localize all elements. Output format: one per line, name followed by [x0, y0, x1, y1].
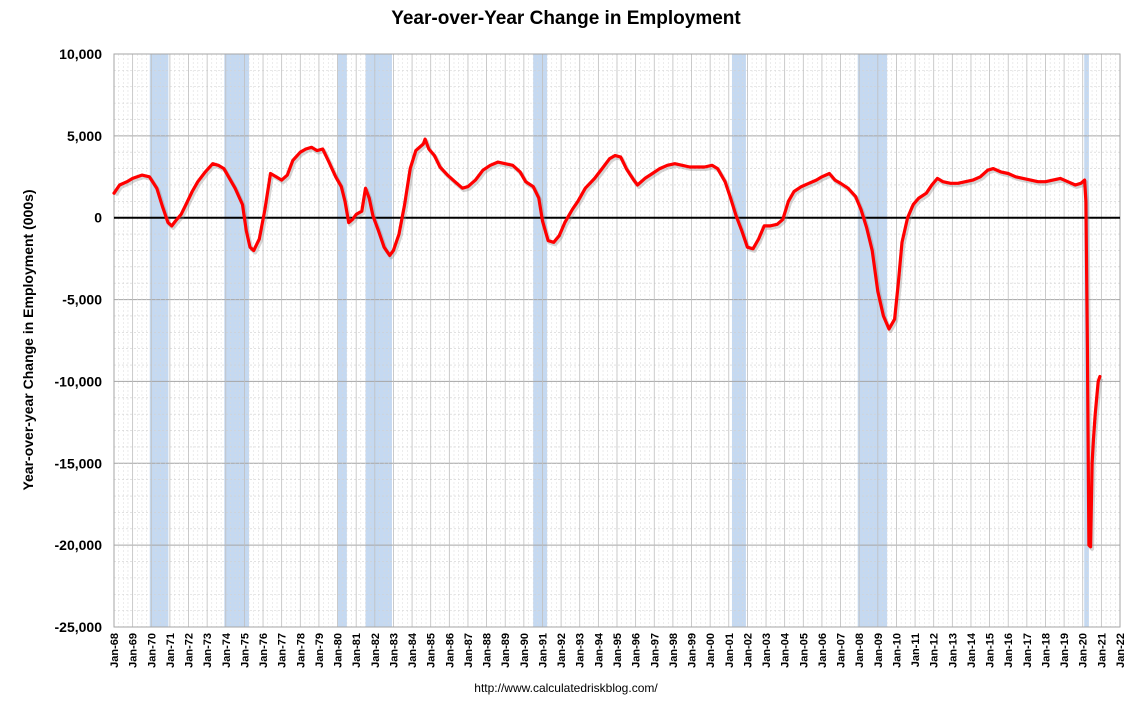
- x-tick-label: Jan-09: [873, 633, 885, 668]
- x-tick-label: Jan-96: [631, 633, 643, 668]
- x-tick-label: Jan-98: [668, 633, 680, 668]
- y-tick-label: -20,000: [55, 537, 103, 553]
- x-tick-label: Jan-07: [836, 633, 848, 668]
- x-tick-label: Jan-71: [165, 633, 177, 668]
- x-tick-label: Jan-04: [780, 632, 792, 668]
- x-tick-label: Jan-75: [239, 633, 251, 668]
- x-tick-label: Jan-72: [184, 633, 196, 668]
- x-tick-label: Jan-68: [109, 633, 121, 668]
- x-tick-label: Jan-89: [500, 633, 512, 668]
- recession-band: [224, 54, 250, 627]
- x-tick-label: Jan-05: [798, 633, 810, 668]
- y-tick-label: -25,000: [55, 619, 103, 635]
- x-tick-label: Jan-86: [444, 633, 456, 668]
- x-tick-label: Jan-17: [1022, 633, 1034, 668]
- y-tick-label: -10,000: [55, 373, 103, 389]
- x-tick-label: Jan-92: [556, 633, 568, 668]
- x-tick-label: Jan-70: [146, 633, 158, 668]
- x-tick-label: Jan-76: [258, 633, 270, 668]
- x-tick-label: Jan-88: [482, 633, 494, 668]
- recession-band: [337, 54, 347, 627]
- x-tick-label: Jan-00: [705, 633, 717, 668]
- x-tick-label: Jan-97: [649, 633, 661, 668]
- x-tick-label: Jan-74: [221, 632, 233, 668]
- y-tick-label: -15,000: [55, 455, 103, 471]
- x-tick-label: Jan-15: [985, 633, 997, 668]
- x-tick-label: Jan-80: [333, 633, 345, 668]
- x-tick-label: Jan-99: [687, 633, 699, 668]
- x-tick-label: Jan-11: [910, 633, 922, 667]
- y-tick-label: 0: [94, 210, 102, 226]
- x-tick-label: Jan-14: [966, 632, 978, 668]
- x-tick-label: Jan-21: [1096, 633, 1108, 668]
- x-tick-label: Jan-16: [1003, 633, 1015, 668]
- x-tick-label: Jan-81: [351, 633, 363, 668]
- x-tick-label: Jan-10: [891, 633, 903, 668]
- x-tick-label: Jan-20: [1078, 633, 1090, 668]
- x-tick-label: Jan-82: [370, 633, 382, 668]
- x-tick-label: Jan-03: [761, 633, 773, 668]
- x-tick-label: Jan-84: [407, 632, 419, 668]
- x-tick-label: Jan-78: [295, 633, 307, 668]
- recession-band: [731, 54, 746, 627]
- y-tick-label: 10,000: [59, 46, 102, 62]
- recession-band: [149, 54, 169, 627]
- x-tick-label: Jan-94: [593, 632, 605, 668]
- x-tick-label: Jan-06: [817, 633, 829, 668]
- x-tick-label: Jan-02: [742, 633, 754, 668]
- x-tick-label: Jan-01: [724, 633, 736, 668]
- source-note: http://www.calculatedriskblog.com/: [474, 681, 658, 695]
- x-tick-label: Jan-93: [575, 633, 587, 668]
- x-tick-label: Jan-19: [1059, 633, 1071, 668]
- x-tick-label: Jan-85: [426, 633, 438, 668]
- x-tick-label: Jan-69: [128, 633, 140, 668]
- x-tick-label: Jan-91: [537, 633, 549, 668]
- y-tick-label: 5,000: [67, 128, 102, 144]
- series-line: [112, 137, 1102, 549]
- x-tick-label: Jan-22: [1115, 633, 1127, 668]
- x-tick-label: Jan-12: [929, 633, 941, 668]
- x-tick-label: Jan-77: [277, 633, 289, 668]
- x-tick-label: Jan-95: [612, 633, 624, 668]
- x-tick-label: Jan-83: [388, 633, 400, 668]
- y-tick-label: -5,000: [62, 292, 102, 308]
- x-tick-label: Jan-90: [519, 633, 531, 668]
- x-tick-label: Jan-79: [314, 633, 326, 668]
- x-tick-label: Jan-08: [854, 633, 866, 668]
- x-tick-label: Jan-18: [1040, 633, 1052, 668]
- chart-title: Year-over-Year Change in Employment: [391, 8, 741, 29]
- recession-band: [533, 54, 548, 627]
- plot-border: [113, 53, 1121, 628]
- x-tick-label: Jan-87: [463, 633, 475, 668]
- x-tick-label: Jan-73: [202, 633, 214, 668]
- recession-band: [365, 54, 392, 627]
- x-tick-label: Jan-13: [947, 633, 959, 668]
